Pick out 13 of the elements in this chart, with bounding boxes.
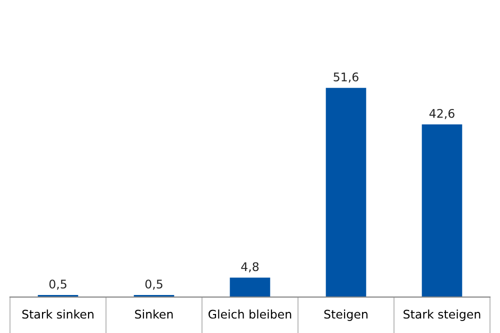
x-tick-label: Stark sinken bbox=[22, 310, 94, 319]
bar bbox=[422, 124, 462, 298]
x-tick-label: Steigen bbox=[324, 310, 368, 321]
x-tick-label: Stark steigen bbox=[404, 310, 480, 321]
bar bbox=[230, 278, 270, 298]
x-tick-label: Gleich bleiben bbox=[208, 310, 292, 319]
x-tick-label: Sinken bbox=[135, 310, 173, 319]
data-label: 0,5 bbox=[49, 280, 66, 290]
data-label: 42,6 bbox=[429, 108, 454, 120]
data-label: 0,5 bbox=[145, 280, 162, 290]
data-label: 51,6 bbox=[334, 72, 358, 83]
bar bbox=[326, 88, 366, 298]
data-label: 4,8 bbox=[241, 262, 259, 272]
